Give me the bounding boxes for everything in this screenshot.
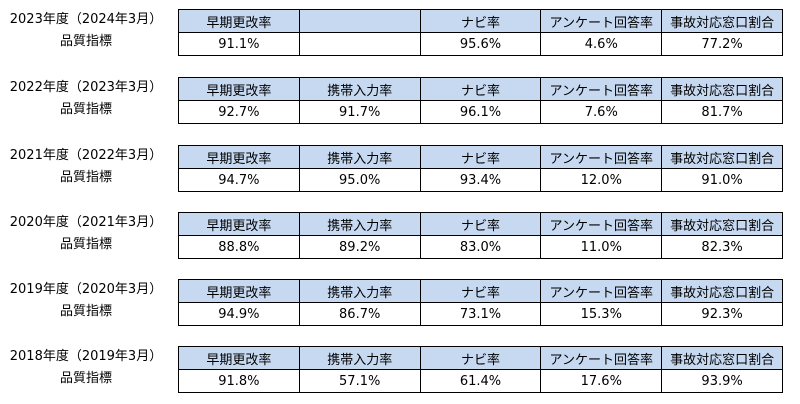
header-cell: 事故対応窓口割合 (661, 145, 783, 169)
header-row: 早期更改率 携帯入力率 ナビ率 アンケート回答率 事故対応窓口割合 (178, 77, 783, 101)
header-cell: アンケート回答率 (540, 279, 663, 303)
row-label: 品質指標 (59, 304, 112, 319)
header-cell: 携帯入力率 (298, 212, 421, 236)
value-cell: 15.3% (540, 302, 663, 326)
value-cell: 88.8% (178, 235, 300, 259)
value-cell: 61.4% (419, 369, 542, 393)
value-cell: 91.8% (178, 369, 300, 393)
header-cell: 早期更改率 (178, 9, 300, 33)
year-label: 2022年度（2023年3月） (9, 80, 163, 95)
value-row: 92.7% 91.7% 96.1% 7.6% 81.7% (178, 100, 783, 124)
header-cell: 事故対応窓口割合 (661, 9, 783, 33)
header-cell: ナビ率 (419, 212, 542, 236)
value-cell: 17.6% (540, 369, 663, 393)
value-cell: 94.7% (178, 168, 300, 192)
value-cell: 91.1% (178, 32, 300, 56)
value-cell: 77.2% (661, 32, 783, 56)
value-cell: 92.7% (178, 100, 300, 124)
metrics-table: 早期更改率 携帯入力率 ナビ率 アンケート回答率 事故対応窓口割合 94.9% … (178, 279, 783, 326)
header-row: 早期更改率 ナビ率 アンケート回答率 事故対応窓口割合 (178, 9, 783, 33)
value-row: 94.7% 95.0% 93.4% 12.0% 91.0% (178, 168, 783, 192)
value-cell: 7.6% (540, 100, 663, 124)
header-cell: 事故対応窓口割合 (661, 279, 783, 303)
value-cell: 81.7% (661, 100, 783, 124)
header-row: 早期更改率 携帯入力率 ナビ率 アンケート回答率 事故対応窓口割合 (178, 279, 783, 303)
row-label: 品質指標 (59, 237, 112, 252)
header-cell: 携帯入力率 (298, 279, 421, 303)
value-cell: 95.0% (298, 168, 421, 192)
header-cell: アンケート回答率 (540, 346, 663, 370)
metrics-table: 早期更改率 携帯入力率 ナビ率 アンケート回答率 事故対応窓口割合 91.8% … (178, 346, 783, 393)
value-cell: 83.0% (419, 235, 542, 259)
value-cell: 57.1% (298, 369, 421, 393)
row-label: 品質指標 (59, 34, 112, 49)
value-cell: 12.0% (540, 168, 663, 192)
header-cell: アンケート回答率 (540, 212, 663, 236)
header-cell (298, 9, 421, 33)
year-block: 2022年度（2023年3月） 品質指標 早期更改率 携帯入力率 ナビ率 アンケ… (0, 77, 800, 124)
value-cell: 11.0% (540, 235, 663, 259)
value-row: 91.1% 95.6% 4.6% 77.2% (178, 32, 783, 56)
year-label: 2019年度（2020年3月） (9, 282, 163, 297)
header-cell: 携帯入力率 (298, 346, 421, 370)
header-cell: 早期更改率 (178, 212, 300, 236)
row-label: 品質指標 (59, 102, 112, 117)
header-cell: 早期更改率 (178, 279, 300, 303)
year-label: 2023年度（2024年3月） (9, 12, 163, 27)
header-row: 早期更改率 携帯入力率 ナビ率 アンケート回答率 事故対応窓口割合 (178, 212, 783, 236)
header-cell: 早期更改率 (178, 346, 300, 370)
header-cell: 早期更改率 (178, 145, 300, 169)
value-cell: 93.9% (661, 369, 783, 393)
value-cell: 91.0% (661, 168, 783, 192)
value-row: 88.8% 89.2% 83.0% 11.0% 82.3% (178, 235, 783, 259)
value-row: 91.8% 57.1% 61.4% 17.6% 93.9% (178, 369, 783, 393)
row-label: 品質指標 (59, 170, 112, 185)
metrics-table: 早期更改率 携帯入力率 ナビ率 アンケート回答率 事故対応窓口割合 94.7% … (178, 145, 783, 192)
header-cell: ナビ率 (419, 145, 542, 169)
header-cell: アンケート回答率 (540, 9, 663, 33)
header-cell: 事故対応窓口割合 (661, 346, 783, 370)
value-cell: 86.7% (298, 302, 421, 326)
metrics-table: 早期更改率 携帯入力率 ナビ率 アンケート回答率 事故対応窓口割合 92.7% … (178, 77, 783, 124)
header-row: 早期更改率 携帯入力率 ナビ率 アンケート回答率 事故対応窓口割合 (178, 346, 783, 370)
header-cell: ナビ率 (419, 279, 542, 303)
value-cell (298, 32, 421, 56)
metrics-table: 早期更改率 ナビ率 アンケート回答率 事故対応窓口割合 91.1% 95.6% … (178, 9, 783, 56)
value-cell: 94.9% (178, 302, 300, 326)
header-row: 早期更改率 携帯入力率 ナビ率 アンケート回答率 事故対応窓口割合 (178, 145, 783, 169)
value-cell: 73.1% (419, 302, 542, 326)
header-cell: ナビ率 (419, 77, 542, 101)
value-row: 94.9% 86.7% 73.1% 15.3% 92.3% (178, 302, 783, 326)
value-cell: 82.3% (661, 235, 783, 259)
header-cell: 携帯入力率 (298, 77, 421, 101)
year-block: 2021年度（2022年3月） 品質指標 早期更改率 携帯入力率 ナビ率 アンケ… (0, 145, 800, 192)
value-cell: 96.1% (419, 100, 542, 124)
year-block: 2020年度（2021年3月） 品質指標 早期更改率 携帯入力率 ナビ率 アンケ… (0, 212, 800, 259)
value-cell: 95.6% (419, 32, 542, 56)
header-cell: 事故対応窓口割合 (661, 212, 783, 236)
header-cell: アンケート回答率 (540, 145, 663, 169)
year-block: 2018年度（2019年3月） 品質指標 早期更改率 携帯入力率 ナビ率 アンケ… (0, 346, 800, 393)
value-cell: 92.3% (661, 302, 783, 326)
year-label: 2018年度（2019年3月） (9, 349, 163, 364)
year-label: 2021年度（2022年3月） (9, 148, 163, 163)
header-cell: 早期更改率 (178, 77, 300, 101)
metrics-table: 早期更改率 携帯入力率 ナビ率 アンケート回答率 事故対応窓口割合 88.8% … (178, 212, 783, 259)
value-cell: 4.6% (540, 32, 663, 56)
year-block: 2023年度（2024年3月） 品質指標 早期更改率 ナビ率 アンケート回答率 … (0, 9, 800, 56)
header-cell: ナビ率 (419, 9, 542, 33)
header-cell: 携帯入力率 (298, 145, 421, 169)
header-cell: 事故対応窓口割合 (661, 77, 783, 101)
year-label: 2020年度（2021年3月） (9, 215, 163, 230)
row-label: 品質指標 (59, 371, 112, 386)
value-cell: 93.4% (419, 168, 542, 192)
value-cell: 89.2% (298, 235, 421, 259)
value-cell: 91.7% (298, 100, 421, 124)
year-block: 2019年度（2020年3月） 品質指標 早期更改率 携帯入力率 ナビ率 アンケ… (0, 279, 800, 326)
header-cell: アンケート回答率 (540, 77, 663, 101)
header-cell: ナビ率 (419, 346, 542, 370)
